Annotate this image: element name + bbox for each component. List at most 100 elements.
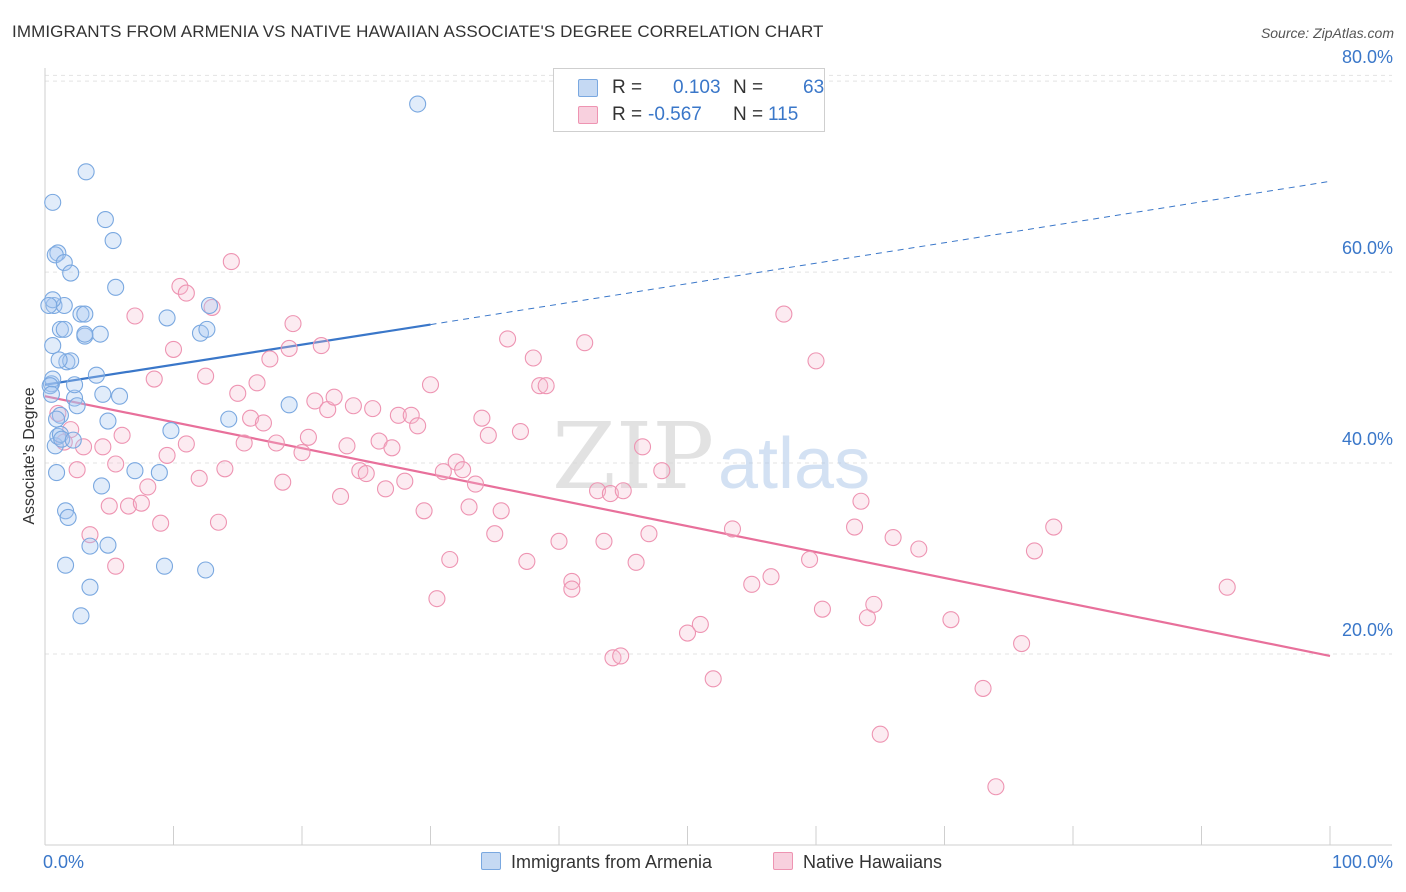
armenia-point	[200, 296, 219, 315]
hawaiian-point	[691, 615, 709, 633]
hawaiian-point	[177, 284, 195, 302]
hawaiian-point	[107, 557, 125, 575]
armenia-point	[162, 422, 180, 440]
armenia-trend-line	[44, 323, 431, 386]
hawaiian-point	[1013, 634, 1031, 653]
hawaiian-point	[274, 473, 292, 491]
hawaiian-point	[460, 498, 478, 516]
hawaiian-point	[113, 426, 131, 444]
bottom-legend-label: Native Hawaiians	[803, 852, 943, 872]
hawaiian-point	[119, 497, 138, 515]
hawaiian-point	[331, 487, 350, 506]
hawaiian-point	[235, 434, 253, 452]
hawaiian-point	[1045, 518, 1063, 536]
hawaiian-point	[254, 414, 273, 432]
armenia-point	[44, 193, 62, 211]
armenia-point	[55, 320, 73, 338]
legend-n-label: N =	[733, 104, 764, 125]
hawaiian-point	[171, 277, 189, 295]
armenia-point	[92, 477, 111, 495]
armenia-point	[197, 561, 215, 579]
watermark-atlas: atlas	[718, 424, 870, 504]
hawaiian-point	[312, 337, 330, 355]
armenia-point	[44, 337, 62, 355]
hawaiian-point	[518, 552, 536, 570]
hawaiian-point	[601, 485, 619, 503]
hawaiian-point	[216, 460, 234, 478]
armenia-point	[81, 537, 99, 555]
hawaiian-point	[678, 624, 697, 642]
gridlines	[45, 74, 1392, 655]
legend-n-label: N =	[733, 77, 764, 98]
legend-swatch-blue	[578, 79, 598, 97]
hawaiian-point	[364, 400, 382, 418]
bottom-legend-armenia: Immigrants from Armenia	[481, 852, 712, 873]
hawaiian-point	[222, 253, 240, 271]
hawaiian-point	[145, 370, 163, 388]
y-tick-label: 80.0%	[1342, 47, 1393, 67]
hawaiian-point	[653, 462, 671, 480]
trend-lines	[44, 180, 1331, 658]
armenia-point	[66, 376, 84, 394]
hawaiian-point	[576, 334, 594, 352]
hawaiian-point	[845, 518, 864, 536]
armenia-point	[50, 351, 68, 369]
hawaiian-point	[94, 438, 112, 456]
armenia-point	[42, 385, 60, 403]
hawaiian-point	[612, 647, 630, 665]
hawaiian-point	[524, 349, 542, 367]
hawaiian-point	[466, 475, 485, 493]
hawaiian-point	[248, 374, 266, 392]
hawaiian-point	[357, 465, 375, 483]
armenia-point	[40, 296, 58, 315]
armenia-point	[110, 387, 129, 405]
legend-r-label: R =	[612, 77, 643, 98]
bottom-legend-swatch-pink	[773, 852, 793, 870]
hawaiian-point	[492, 502, 510, 520]
hawaiian-point	[203, 298, 221, 316]
source-label: Source: ZipAtlas.com	[1260, 25, 1394, 41]
hawaiian-point	[1025, 542, 1043, 560]
armenia-point	[409, 95, 427, 113]
hawaiian-point	[100, 497, 118, 515]
hawaiian-point	[499, 330, 517, 348]
hawaiian-point	[107, 455, 125, 473]
hawaiian-point	[197, 367, 215, 385]
armenia-point	[48, 464, 66, 482]
hawaiian-point	[633, 438, 652, 456]
armenia-point	[76, 305, 94, 323]
hawaiian-point	[942, 611, 960, 629]
hawaiian-point	[454, 461, 472, 479]
chart-title: IMMIGRANTS FROM ARMENIA VS NATIVE HAWAII…	[12, 22, 824, 41]
armenia-point	[68, 397, 86, 415]
y-tick-label: 60.0%	[1342, 238, 1393, 258]
hawaiian-point	[177, 435, 195, 453]
hawaiian-point	[627, 553, 645, 571]
stats-legend: R = 0.103 N = 63 R = -0.567 N = 115	[553, 68, 825, 132]
hawaiian-point	[325, 388, 343, 406]
hawaiian-point	[1218, 578, 1236, 596]
hawaiian-point	[801, 550, 819, 569]
armenia-point	[64, 431, 82, 449]
armenia-point	[87, 366, 105, 384]
hawaiian-point	[75, 438, 93, 456]
hawaiian-point	[884, 528, 902, 547]
hawaiian-point	[704, 670, 722, 688]
armenia-point	[62, 264, 80, 282]
armenia-point	[126, 462, 144, 480]
hawaiian-point	[588, 482, 607, 500]
hawaiian-point	[293, 443, 311, 462]
hawaiian-point	[762, 568, 780, 586]
armenia-point	[55, 253, 73, 272]
armenia-point	[48, 410, 66, 428]
watermark-zip: ZIP	[552, 403, 714, 510]
hawaiian-point	[974, 679, 992, 697]
hawaiian-point	[910, 540, 928, 558]
hawaiian-point	[284, 315, 302, 333]
hawaiian-point	[344, 397, 362, 415]
hawaiian-point	[531, 377, 549, 395]
hawaiian-point	[126, 307, 144, 325]
hawaiian-point	[242, 409, 260, 427]
hawaiian-point	[441, 550, 459, 569]
